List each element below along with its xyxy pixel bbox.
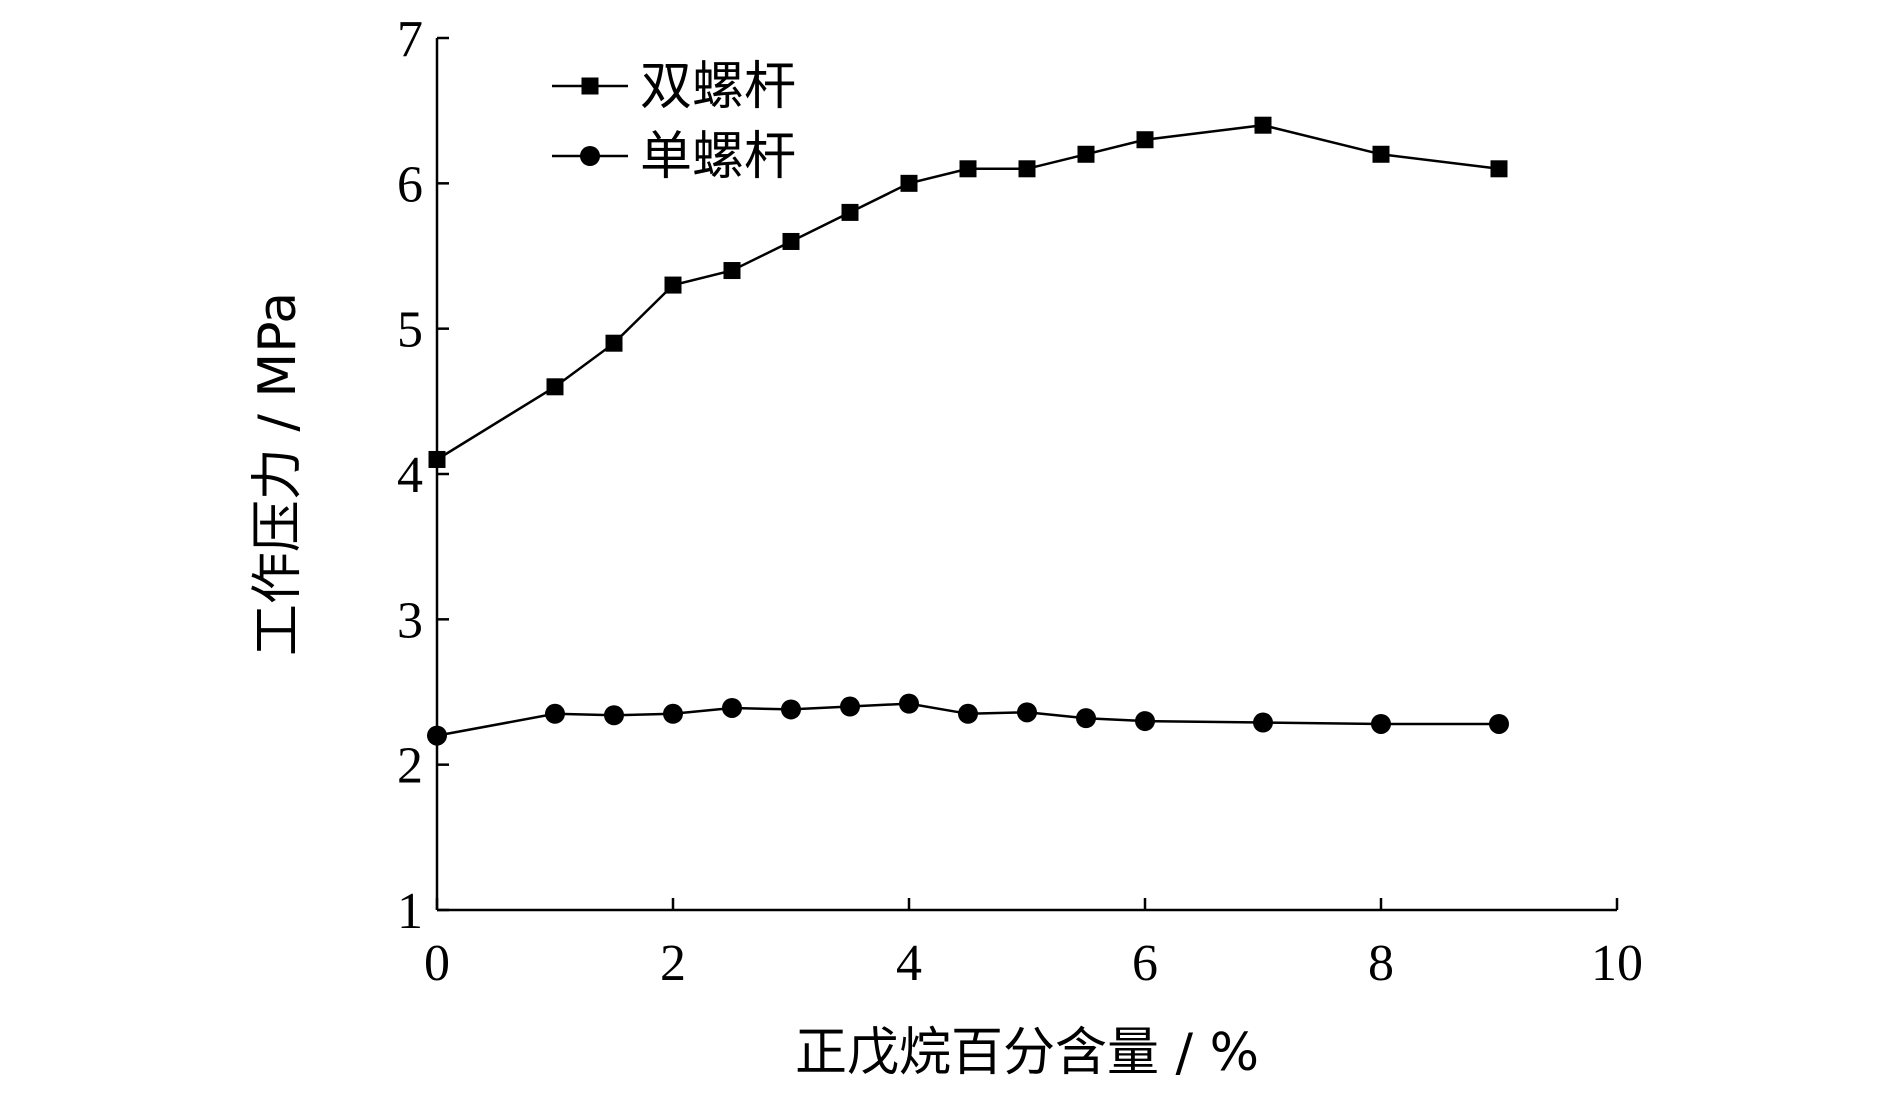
data-point (664, 276, 682, 294)
data-point (959, 160, 977, 178)
x-tick-label: 0 (424, 935, 450, 992)
x-tick-label: 4 (896, 935, 922, 992)
data-point (781, 699, 801, 720)
series-0 (428, 116, 1508, 468)
data-point (427, 725, 447, 746)
data-point (428, 450, 446, 468)
data-point (899, 693, 919, 714)
x-tick-label: 10 (1591, 935, 1643, 992)
legend-entry: 单螺杆 (552, 127, 796, 187)
data-point (545, 703, 565, 724)
x-tick-label: 2 (660, 935, 686, 992)
data-point (1489, 713, 1509, 734)
data-point (1076, 708, 1096, 729)
data-point (546, 378, 564, 396)
data-point (900, 174, 918, 192)
legend-marker (581, 77, 599, 95)
data-point (1135, 711, 1155, 732)
y-tick-label: 5 (397, 302, 423, 359)
data-point (841, 203, 859, 221)
data-point (1371, 713, 1391, 734)
data-point (1136, 131, 1154, 149)
data-point (1253, 712, 1273, 733)
series-layer (427, 116, 1509, 746)
data-point (604, 705, 624, 726)
data-point (722, 697, 742, 718)
y-tick-label: 2 (397, 738, 423, 795)
legend-entry: 双螺杆 (552, 57, 796, 117)
y-tick-label: 7 (397, 11, 423, 68)
x-axis-title: 正戊烷百分含量 / % (795, 1023, 1259, 1083)
data-point (782, 232, 800, 250)
x-tick-label: 6 (1132, 935, 1158, 992)
data-point (1490, 160, 1508, 178)
data-point (958, 703, 978, 724)
data-point (1018, 160, 1036, 178)
data-point (1372, 145, 1390, 163)
data-point (1017, 702, 1037, 723)
series-1 (427, 693, 1509, 746)
data-point (1254, 116, 1272, 134)
data-point (840, 696, 860, 717)
y-axis-title: 工作压力 / MPa (248, 292, 308, 656)
legend-marker (580, 146, 600, 166)
data-point (1077, 145, 1095, 163)
legend-label: 单螺杆 (640, 127, 796, 187)
legend-label: 双螺杆 (640, 57, 796, 117)
y-tick-label: 3 (397, 592, 423, 649)
y-tick-label: 1 (397, 883, 423, 940)
x-tick-label: 8 (1368, 935, 1394, 992)
data-point (605, 334, 623, 352)
y-tick-label: 6 (397, 156, 423, 213)
y-tick-label: 4 (397, 447, 423, 504)
data-point (663, 703, 683, 724)
ticks: 1 2 3 4 5 6 7 0 2 4 6 8 10 (397, 11, 1643, 992)
data-point (723, 262, 741, 280)
